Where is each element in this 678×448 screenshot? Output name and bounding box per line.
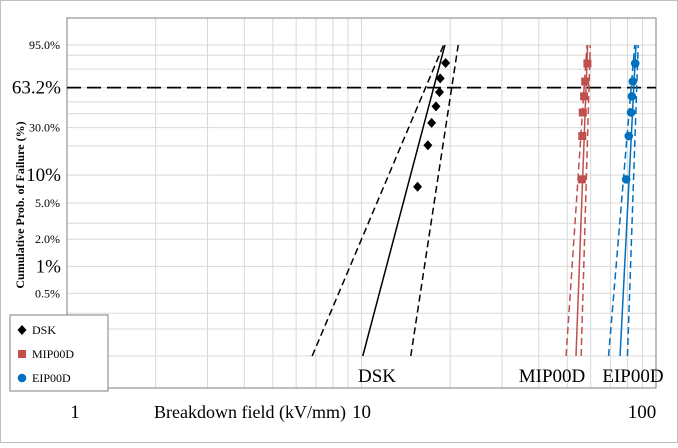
legend-label-dsk: DSK: [32, 323, 56, 337]
y-tick-label: 10%: [26, 165, 61, 186]
legend-marker-mip00d: [18, 350, 26, 358]
data-point-dsk: [431, 101, 441, 112]
y-tick-label: 0.5%: [35, 286, 60, 300]
data-points: [413, 58, 640, 192]
x-tick-label: 100: [628, 402, 657, 423]
y-tick-label: 2.0%: [35, 232, 60, 246]
data-point-eip00d: [624, 131, 634, 141]
legend-box: [9, 314, 109, 392]
data-point-dsk: [423, 140, 433, 151]
legend-label-eip00d: EIP00D: [32, 371, 71, 385]
bound-lower-eip00d: [607, 44, 636, 357]
data-point-dsk: [413, 181, 423, 192]
fit-lines: [311, 44, 639, 357]
data-point-dsk: [441, 58, 451, 69]
series-label-dsk: DSK: [358, 366, 396, 387]
data-point-eip00d: [627, 92, 637, 101]
legend: DSK MIP00D EIP00D: [9, 314, 109, 392]
series-label-eip00d: EIP00D: [602, 366, 663, 387]
data-point-mip00d: [581, 77, 590, 86]
legend-label-mip00d: MIP00D: [32, 347, 74, 361]
grid: [67, 18, 656, 388]
y-tick-label: 5.0%: [35, 196, 60, 210]
data-point-mip00d: [578, 108, 587, 117]
plot-area-border: [66, 17, 657, 389]
x-axis-title: Breakdown field (kV/mm): [154, 402, 346, 423]
legend-marker-dsk: [17, 325, 27, 335]
data-point-dsk: [427, 117, 437, 128]
data-point-mip00d: [583, 59, 592, 68]
data-point-mip00d: [578, 132, 587, 141]
y-tick-label: 30.0%: [29, 121, 60, 135]
legend-markers: [17, 325, 27, 383]
fit-line-dsk: [362, 44, 446, 357]
y-tick-label: 63.2%: [12, 78, 61, 99]
data-point-mip00d: [577, 175, 586, 184]
y-tick-label: 1%: [36, 256, 62, 277]
legend-marker-eip00d: [17, 373, 27, 383]
x-tick-label: 10: [352, 402, 371, 423]
data-point-eip00d: [621, 175, 631, 184]
bound-upper-dsk: [410, 44, 459, 357]
bound-lower-dsk: [311, 44, 445, 357]
bound-upper-eip00d: [626, 44, 639, 357]
x-tick-labels: 1 10 100: [70, 402, 656, 423]
data-point-mip00d: [580, 92, 589, 101]
data-point-dsk: [435, 73, 445, 84]
data-point-eip00d: [626, 108, 636, 117]
data-point-eip00d: [628, 77, 638, 86]
series-label-mip00d: MIP00D: [519, 366, 586, 387]
x-tick-label: 1: [70, 402, 80, 423]
y-tick-label: 95.0%: [29, 38, 60, 52]
data-point-eip00d: [630, 59, 640, 68]
data-point-dsk: [434, 87, 444, 98]
bound-upper-mip00d: [580, 44, 591, 357]
y-axis-title: Cumulative Prob. of Failure (%): [13, 121, 27, 288]
